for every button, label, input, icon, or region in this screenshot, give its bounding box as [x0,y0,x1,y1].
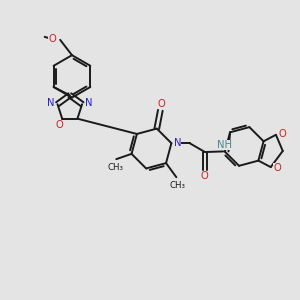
Text: CH₃: CH₃ [107,163,123,172]
Text: N: N [47,98,55,108]
Text: N: N [85,98,92,108]
Text: O: O [200,171,208,181]
Text: CH₃: CH₃ [169,181,185,190]
Text: N: N [173,138,181,148]
Text: O: O [157,99,165,109]
Text: O: O [278,129,286,139]
Text: O: O [273,163,281,173]
Text: O: O [48,34,56,44]
Text: O: O [56,120,63,130]
Text: NH: NH [217,140,232,150]
